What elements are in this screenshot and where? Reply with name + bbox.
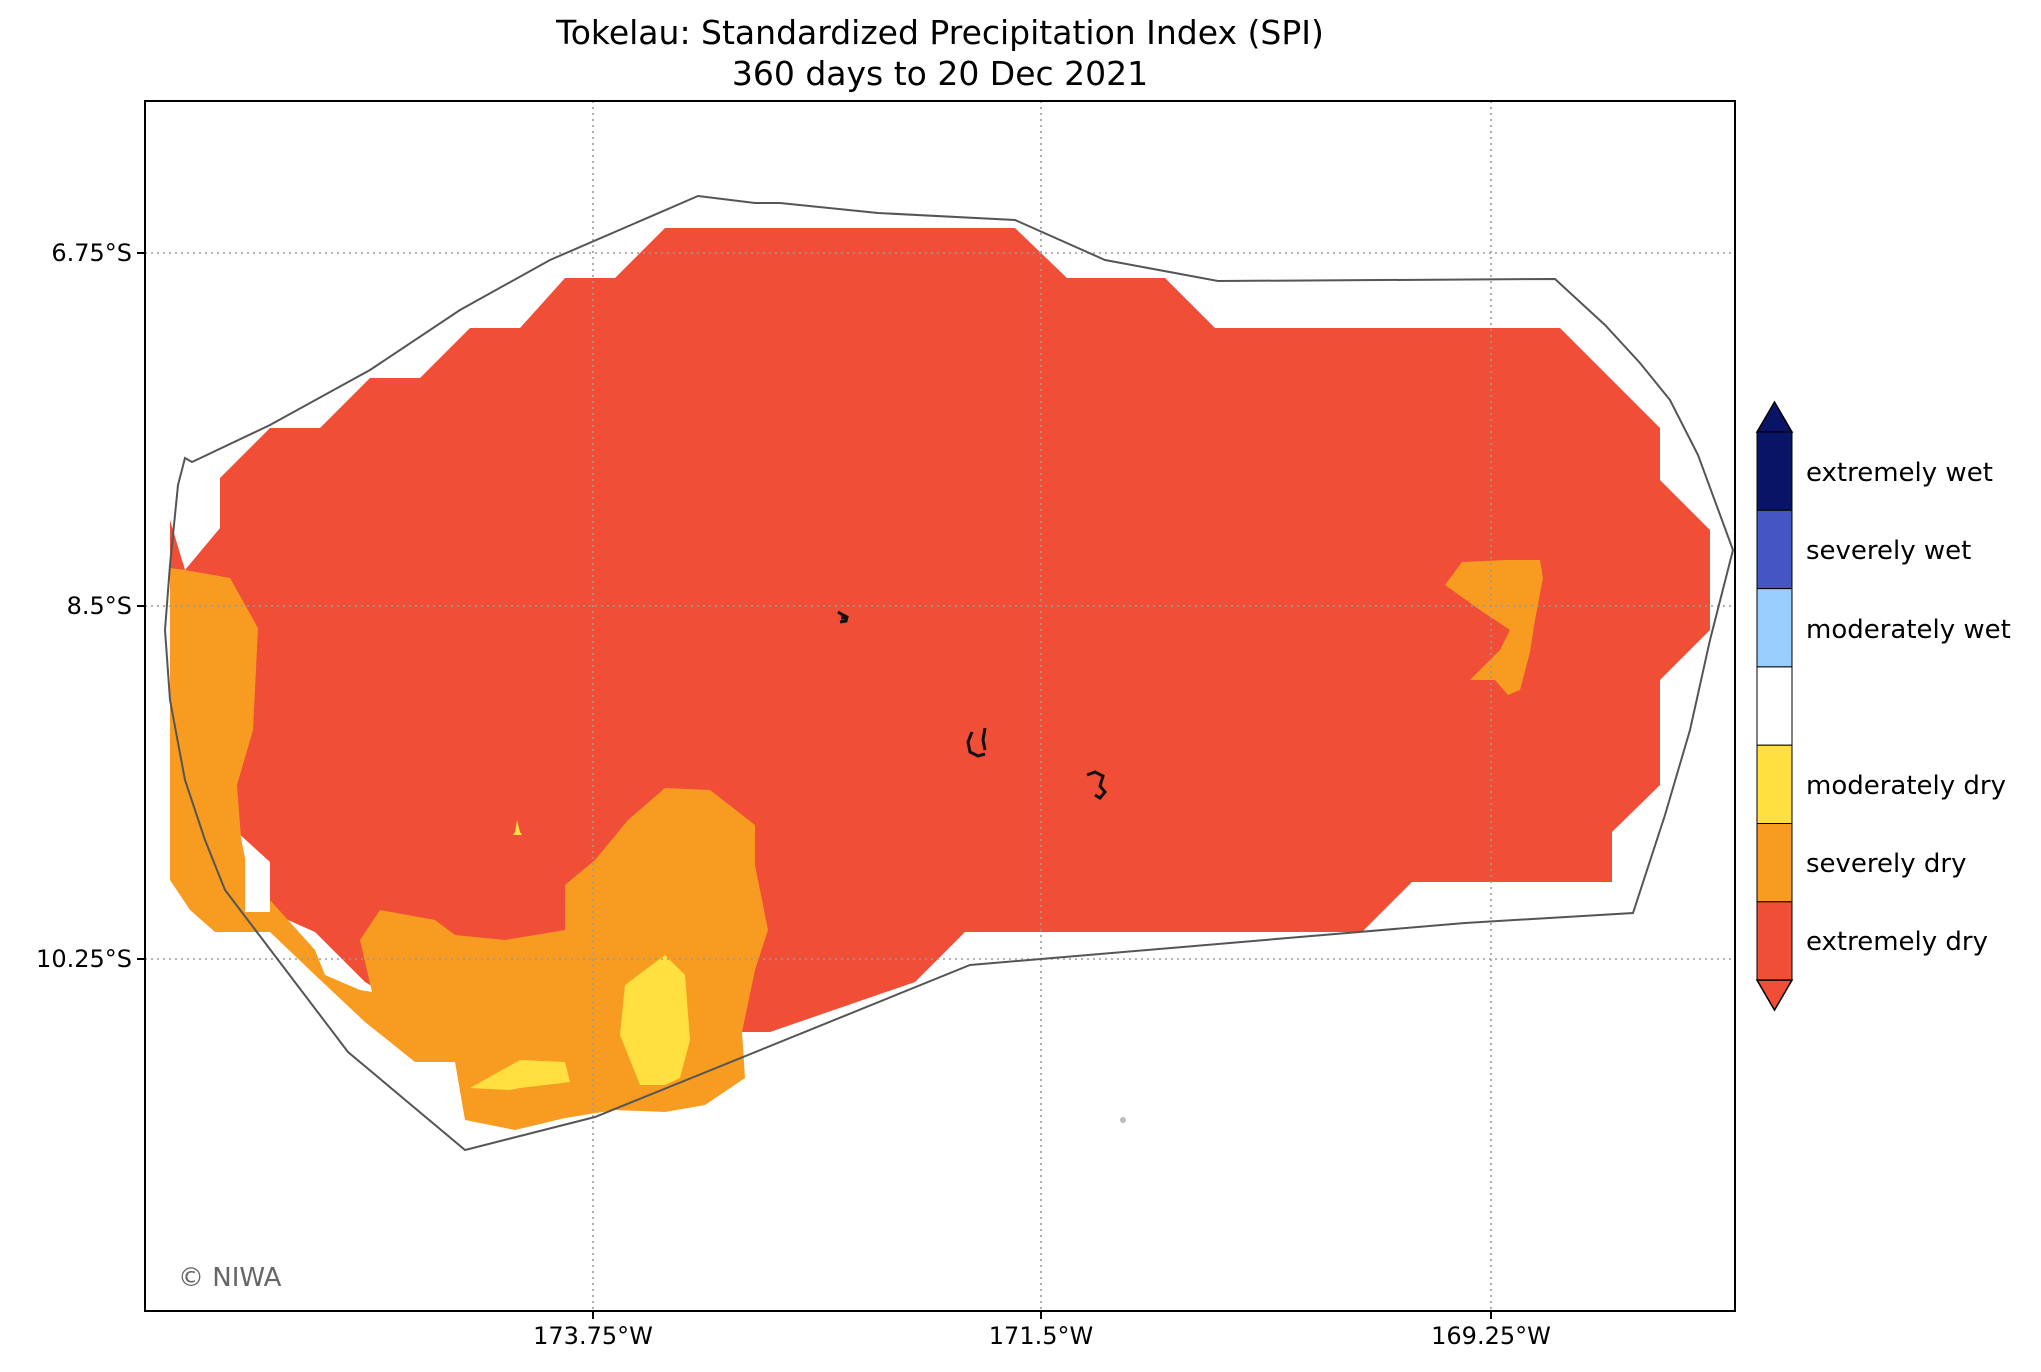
atoll-nukunonu	[966, 727, 987, 758]
lon-tick-label: 171.5°W	[988, 1322, 1094, 1350]
colorbar	[1755, 400, 1794, 1012]
region-outline	[163, 194, 1735, 1152]
map-title: Tokelau: Standardized Precipitation Inde…	[145, 12, 1735, 94]
legend-label: moderately dry	[1806, 771, 2007, 801]
title-line-2: 360 days to 20 Dec 2021	[731, 54, 1149, 93]
colorbar-segment	[1756, 431, 1793, 511]
axis-ticks	[137, 252, 1492, 1319]
colorbar-segment	[1756, 666, 1793, 746]
colorbar-segment	[1756, 744, 1793, 825]
title-line-1: Tokelau: Standardized Precipitation Inde…	[556, 13, 1324, 52]
legend-label: extremely wet	[1806, 458, 1993, 488]
colorbar-segment	[1756, 509, 1793, 590]
severely-dry-zone	[170, 568, 270, 932]
lat-tick-label: 10.25°S	[36, 945, 132, 973]
colorbar-extend-top	[1755, 400, 1794, 433]
colorbar-segment	[1756, 588, 1793, 668]
legend-label: extremely dry	[1806, 927, 1989, 957]
lon-tick-label: 173.75°W	[533, 1322, 653, 1350]
legend-label: severely dry	[1806, 849, 1967, 879]
moderately-dry-zone	[470, 1060, 570, 1090]
legend-label: moderately wet	[1806, 615, 2011, 645]
lat-tick-label: 8.5°S	[66, 592, 132, 620]
lat-tick-label: 6.75°S	[51, 239, 132, 267]
gridlines	[145, 101, 1735, 1311]
atoll-fakaofo	[1086, 770, 1107, 800]
map-frame	[144, 100, 1736, 1312]
island-marker	[1120, 1117, 1126, 1123]
atoll-atafu	[837, 610, 849, 624]
severely-dry-zone	[1445, 560, 1543, 695]
extremely-dry-zone	[170, 228, 1710, 1032]
copyright-credit: © NIWA	[178, 1263, 282, 1293]
moderately-dry-zone	[620, 955, 690, 1085]
moderately-dry-zone	[513, 820, 522, 835]
lon-tick-label: 169.25°W	[1431, 1322, 1551, 1350]
colorbar-extend-bottom	[1755, 979, 1794, 1012]
colorbar-segment	[1756, 901, 1793, 981]
colorbar-segment	[1756, 823, 1793, 903]
legend-label: severely wet	[1806, 536, 1972, 566]
